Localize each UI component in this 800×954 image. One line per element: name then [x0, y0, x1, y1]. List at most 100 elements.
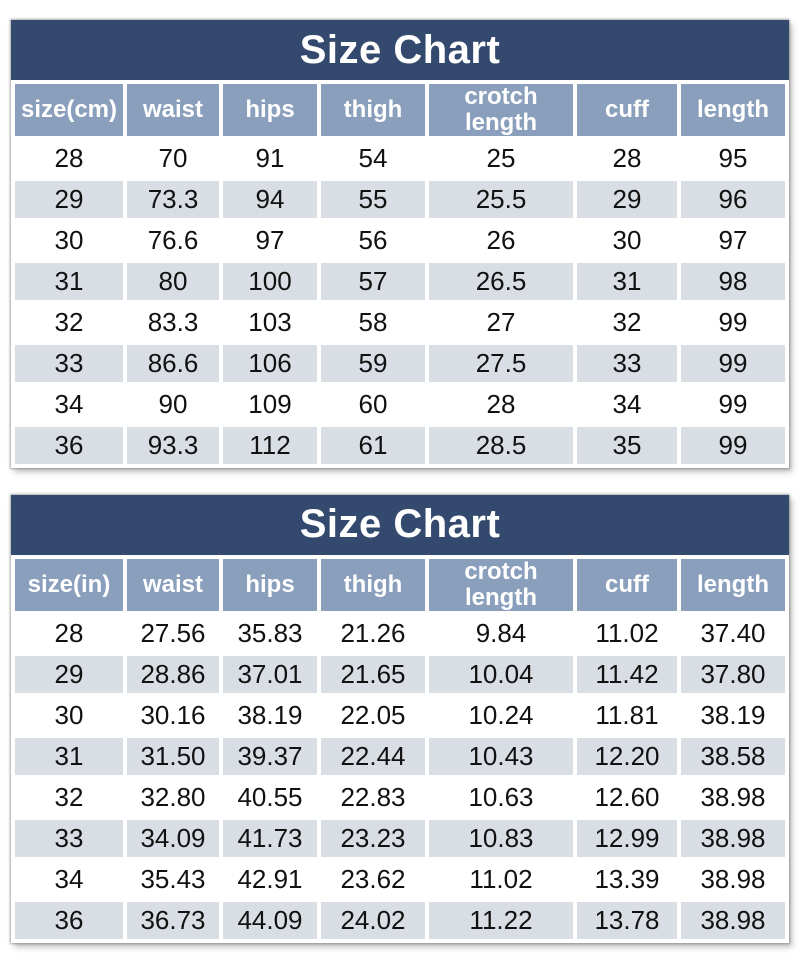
table-cell: 103 [223, 303, 317, 341]
column-header: waist [127, 558, 219, 611]
table-cell: 83.3 [127, 303, 219, 341]
table-cell: 59 [321, 344, 425, 382]
table-cell: 99 [681, 303, 785, 341]
table-cell: 31 [15, 262, 123, 300]
table-row: 29 28.86 37.01 21.65 10.04 11.42 37.80 [15, 655, 785, 693]
table-cell: 10.63 [429, 778, 573, 816]
table-row: 32 83.3 103 58 27 32 99 [15, 303, 785, 341]
table-cell: 38.19 [681, 696, 785, 734]
table-cell: 28 [577, 139, 677, 177]
table-cell: 11.02 [429, 860, 573, 898]
table-cell: 90 [127, 385, 219, 423]
table-cell: 23.62 [321, 860, 425, 898]
table-cell: 32.80 [127, 778, 219, 816]
table-cell: 25 [429, 139, 573, 177]
table-cell: 22.05 [321, 696, 425, 734]
table-cell: 35 [577, 426, 677, 464]
table-cell: 10.43 [429, 737, 573, 775]
table-cell: 93.3 [127, 426, 219, 464]
table-cell: 38.98 [681, 819, 785, 857]
table-cell: 12.99 [577, 819, 677, 857]
table-cell: 91 [223, 139, 317, 177]
table-cell: 60 [321, 385, 425, 423]
table-cell: 28.86 [127, 655, 219, 693]
table-row: 29 73.3 94 55 25.5 29 96 [15, 180, 785, 218]
table-cell: 36 [15, 901, 123, 939]
table-cell: 95 [681, 139, 785, 177]
table-cell: 86.6 [127, 344, 219, 382]
table-cell: 24.02 [321, 901, 425, 939]
table-cell: 37.01 [223, 655, 317, 693]
table-cell: 99 [681, 385, 785, 423]
table-cell: 30.16 [127, 696, 219, 734]
table-cell: 11.42 [577, 655, 677, 693]
table-cell: 33 [577, 344, 677, 382]
table-cell: 57 [321, 262, 425, 300]
size-chart-cm-title: Size Chart [11, 20, 789, 80]
table-cell: 29 [15, 655, 123, 693]
table-cell: 11.22 [429, 901, 573, 939]
table-cell: 61 [321, 426, 425, 464]
size-chart-in-section: Size Chart size(in) waist hips thigh crotch … [11, 494, 789, 943]
column-header: hips [223, 84, 317, 136]
table-cell: 30 [15, 696, 123, 734]
table-row: 34 90 109 60 28 34 99 [15, 385, 785, 423]
table-cell: 29 [577, 180, 677, 218]
table-cell: 25.5 [429, 180, 573, 218]
table-cell: 30 [577, 221, 677, 259]
table-cell: 38.19 [223, 696, 317, 734]
table-cell: 33 [15, 819, 123, 857]
table-cell: 99 [681, 344, 785, 382]
table-cell: 38.98 [681, 901, 785, 939]
table-cell: 55 [321, 180, 425, 218]
table-cell: 12.60 [577, 778, 677, 816]
table-cell: 31.50 [127, 737, 219, 775]
table-cell: 96 [681, 180, 785, 218]
table-cell: 42.91 [223, 860, 317, 898]
table-cell: 36 [15, 426, 123, 464]
table-cell: 27 [429, 303, 573, 341]
size-chart-cm-table: size(cm) waist hips thigh crotch length cuff l… [11, 80, 789, 468]
table-cell: 23.23 [321, 819, 425, 857]
table-cell: 56 [321, 221, 425, 259]
table-cell: 76.6 [127, 221, 219, 259]
table-cell: 97 [681, 221, 785, 259]
table-cell: 35.83 [223, 614, 317, 652]
table-cell: 38.98 [681, 860, 785, 898]
table-cell: 27.56 [127, 614, 219, 652]
table-cell: 109 [223, 385, 317, 423]
table-cell: 112 [223, 426, 317, 464]
table-cell: 100 [223, 262, 317, 300]
table-cell: 33 [15, 344, 123, 382]
table-cell: 31 [577, 262, 677, 300]
table-cell: 22.44 [321, 737, 425, 775]
table-cell: 70 [127, 139, 219, 177]
table-cell: 22.83 [321, 778, 425, 816]
table-cell: 38.58 [681, 737, 785, 775]
header-row: size(in) waist hips thigh crotch length cuff l… [15, 558, 785, 611]
table-row: 31 80 100 57 26.5 31 98 [15, 262, 785, 300]
column-header: thigh [321, 558, 425, 611]
table-row: 28 70 91 54 25 28 95 [15, 139, 785, 177]
table-cell: 36.73 [127, 901, 219, 939]
column-header: length [681, 84, 785, 136]
table-cell: 38.98 [681, 778, 785, 816]
table-cell: 28 [15, 139, 123, 177]
table-cell: 28 [15, 614, 123, 652]
table-cell: 11.02 [577, 614, 677, 652]
table-cell: 10.04 [429, 655, 573, 693]
table-row: 33 86.6 106 59 27.5 33 99 [15, 344, 785, 382]
table-row: 36 93.3 112 61 28.5 35 99 [15, 426, 785, 464]
table-cell: 9.84 [429, 614, 573, 652]
table-cell: 34 [577, 385, 677, 423]
table-cell: 10.24 [429, 696, 573, 734]
column-header: crotch length [429, 84, 573, 136]
table-cell: 98 [681, 262, 785, 300]
table-cell: 80 [127, 262, 219, 300]
table-cell: 37.80 [681, 655, 785, 693]
column-header: thigh [321, 84, 425, 136]
table-cell: 31 [15, 737, 123, 775]
table-row: 33 34.09 41.73 23.23 10.83 12.99 38.98 [15, 819, 785, 857]
table-cell: 37.40 [681, 614, 785, 652]
table-cell: 11.81 [577, 696, 677, 734]
